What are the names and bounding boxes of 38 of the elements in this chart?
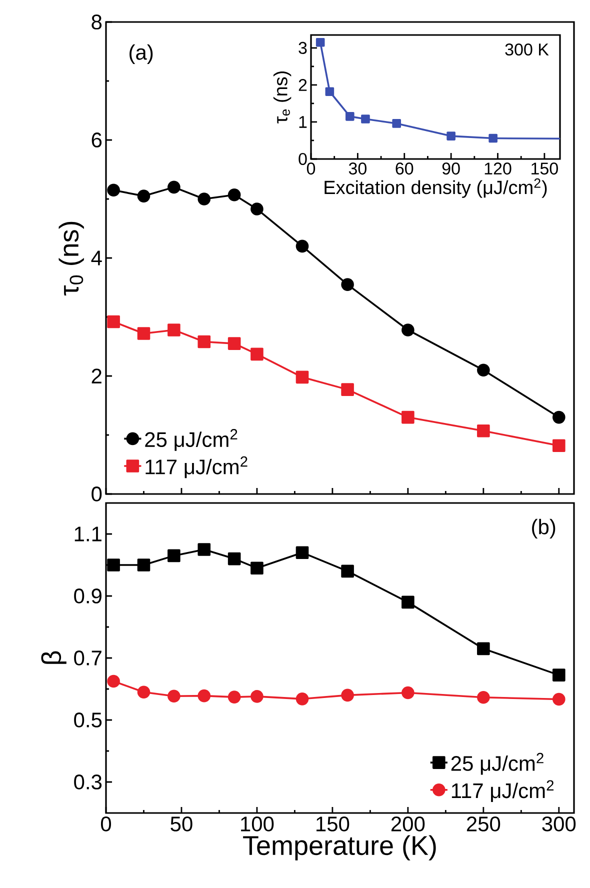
y-tick-label: 0.7 xyxy=(74,650,102,666)
y-tick-label: 1 xyxy=(299,116,307,128)
x-tick-label: 200 xyxy=(391,816,425,832)
x-tick-label: 120 xyxy=(484,162,512,175)
y-axis-title: β xyxy=(41,651,66,664)
x-tick-label: 30 xyxy=(348,162,366,175)
y-tick-label: 1.1 xyxy=(74,526,102,542)
y-axis-title: τ$_{0}$ (ns) xyxy=(58,222,84,296)
x-tick-label: 100 xyxy=(241,816,274,832)
y-tick-label: 0 xyxy=(92,486,102,502)
x-axis-title: Temperature (K) xyxy=(243,835,436,860)
legend-label: 117 μJ/cm$^{2}$ xyxy=(452,780,554,802)
x-tick-label: 150 xyxy=(316,816,350,832)
y-tick-label: 4 xyxy=(91,250,102,266)
y-axis-title: τ$_{e}$ (ns) xyxy=(273,71,292,124)
x-tick-label: 0 xyxy=(306,162,316,175)
y-tick-label: 3 xyxy=(298,42,307,54)
y-tick-label: 0 xyxy=(298,152,307,166)
x-tick-label: 150 xyxy=(532,162,558,175)
annotation: 300 K xyxy=(505,43,549,56)
x-tick-label: 60 xyxy=(396,162,414,175)
annotation: (a) xyxy=(130,44,153,64)
y-tick-label: 2 xyxy=(92,368,102,384)
x-tick-label: 50 xyxy=(170,816,192,832)
y-tick-label: 0.5 xyxy=(74,712,102,728)
legend-label: 117 μJ/cm$^{2}$ xyxy=(146,456,248,478)
x-axis-title: Excitation density (μJ/cm$^{2}$) xyxy=(324,178,547,198)
y-tick-label: 2 xyxy=(298,79,307,91)
legend-label: 25 μJ/cm$^{2}$ xyxy=(145,429,238,451)
legend-label: 25 μJ/cm$^{2}$ xyxy=(451,752,544,775)
x-tick-label: 300 xyxy=(542,816,576,832)
annotation: (b) xyxy=(532,518,556,538)
x-tick-label: 250 xyxy=(466,816,500,832)
y-tick-label: 8 xyxy=(92,14,102,30)
y-tick-label: 0.3 xyxy=(74,774,102,790)
y-tick-label: 6 xyxy=(92,132,102,148)
x-tick-label: 90 xyxy=(442,162,460,175)
y-tick-label: 0.9 xyxy=(74,588,102,604)
